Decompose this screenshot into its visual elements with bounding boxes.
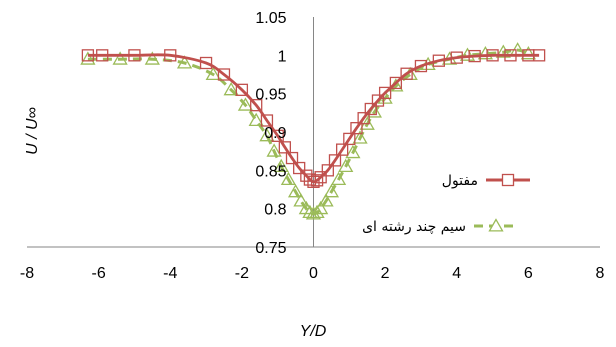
legend-marker-shape bbox=[501, 173, 515, 187]
y-tick-label: 1.05 bbox=[255, 10, 286, 27]
data-point bbox=[459, 47, 476, 61]
data-point bbox=[364, 102, 377, 116]
data-point bbox=[532, 49, 546, 62]
legend-marker-series-1 bbox=[501, 173, 515, 187]
data-point bbox=[495, 44, 511, 58]
data-point bbox=[235, 83, 249, 96]
data-point bbox=[504, 49, 517, 62]
data-point bbox=[350, 122, 363, 135]
data-point bbox=[266, 143, 282, 157]
data-point bbox=[366, 104, 383, 118]
legend-label-series-2: سیم چند رشته ای bbox=[362, 219, 466, 235]
legend-marker-shape bbox=[488, 218, 504, 232]
data-point bbox=[307, 175, 320, 188]
y-tick-label: 0.85 bbox=[255, 163, 286, 180]
data-point bbox=[205, 66, 221, 81]
data-point bbox=[450, 51, 463, 64]
data-point bbox=[164, 49, 177, 62]
data-point bbox=[432, 54, 445, 67]
data-point bbox=[520, 45, 536, 60]
data-point bbox=[217, 68, 231, 81]
x-tick-label: 0 bbox=[309, 265, 318, 282]
data-point bbox=[310, 174, 324, 187]
series-line-2 bbox=[87, 48, 529, 216]
data-point bbox=[248, 112, 264, 127]
data-point bbox=[271, 129, 284, 142]
y-tick-label: 0.9 bbox=[264, 125, 286, 142]
data-point bbox=[176, 55, 193, 69]
data-point bbox=[293, 161, 306, 175]
data-point bbox=[287, 183, 304, 198]
y-tick-label: 0.95 bbox=[255, 87, 286, 104]
data-point bbox=[378, 86, 392, 100]
x-tick-label: -8 bbox=[20, 265, 34, 282]
ticks-layer: -8 -6 -4 -2 0 2 4 6 8 0.75 0.8 0.85 0.9 0.95 1 1.05 bbox=[20, 10, 605, 282]
y-axis-title: U / U∞ bbox=[24, 107, 41, 155]
data-point bbox=[328, 154, 342, 167]
x-tick-label: -2 bbox=[235, 265, 249, 282]
x-tick-label: 8 bbox=[596, 265, 605, 282]
data-point bbox=[309, 204, 325, 219]
data-point bbox=[128, 49, 141, 62]
x-tick-label: -6 bbox=[92, 265, 106, 282]
data-point bbox=[260, 114, 274, 127]
data-point bbox=[314, 171, 327, 184]
data-point bbox=[343, 132, 356, 146]
data-point bbox=[199, 56, 213, 70]
data-point bbox=[278, 141, 292, 154]
data-point bbox=[280, 171, 297, 186]
data-point bbox=[357, 112, 370, 125]
data-point bbox=[80, 51, 96, 65]
data-point bbox=[414, 59, 428, 73]
data-point bbox=[313, 200, 329, 215]
series-line-1 bbox=[87, 53, 540, 184]
data-point bbox=[237, 97, 254, 111]
data-point bbox=[323, 183, 340, 198]
data-point bbox=[96, 49, 109, 62]
data-point bbox=[389, 76, 403, 90]
x-axis-title: Y/D bbox=[300, 323, 327, 340]
data-point bbox=[259, 128, 275, 142]
data-point bbox=[293, 193, 309, 207]
legend-item-series-1: مفتول bbox=[442, 173, 530, 189]
data-point bbox=[112, 51, 128, 65]
legend-marker-series-2 bbox=[488, 218, 504, 232]
y-tick-label: 0.8 bbox=[264, 202, 286, 219]
y-tick-label: 1 bbox=[278, 48, 287, 65]
data-point bbox=[338, 158, 354, 173]
data-point bbox=[273, 158, 289, 173]
x-tick-label: 4 bbox=[452, 265, 461, 282]
data-point bbox=[321, 164, 334, 177]
data-point bbox=[81, 49, 95, 62]
data-point bbox=[486, 49, 499, 62]
data-point bbox=[250, 99, 263, 112]
data-point bbox=[285, 151, 299, 165]
series-1 bbox=[81, 49, 546, 188]
data-point bbox=[223, 82, 239, 96]
x-tick-label: 6 bbox=[524, 265, 533, 282]
legend: مفتول سیم چند رشته ای bbox=[362, 173, 530, 235]
x-tick-label: 2 bbox=[381, 265, 390, 282]
data-point bbox=[371, 94, 385, 107]
x-tick-label: -4 bbox=[163, 265, 177, 282]
y-tick-label: 0.75 bbox=[255, 240, 286, 257]
data-point bbox=[318, 193, 334, 207]
data-point bbox=[335, 143, 349, 156]
series-2 bbox=[80, 42, 536, 220]
data-point bbox=[400, 67, 413, 80]
data-point bbox=[352, 130, 368, 144]
legend-item-series-2: سیم چند رشته ای bbox=[362, 218, 518, 235]
data-point bbox=[144, 51, 160, 65]
data-point bbox=[345, 144, 361, 159]
data-point bbox=[330, 171, 347, 186]
series-layer bbox=[80, 42, 546, 220]
legend-label-series-1: مفتول bbox=[442, 173, 478, 189]
data-point bbox=[477, 45, 494, 60]
data-point bbox=[468, 49, 481, 63]
